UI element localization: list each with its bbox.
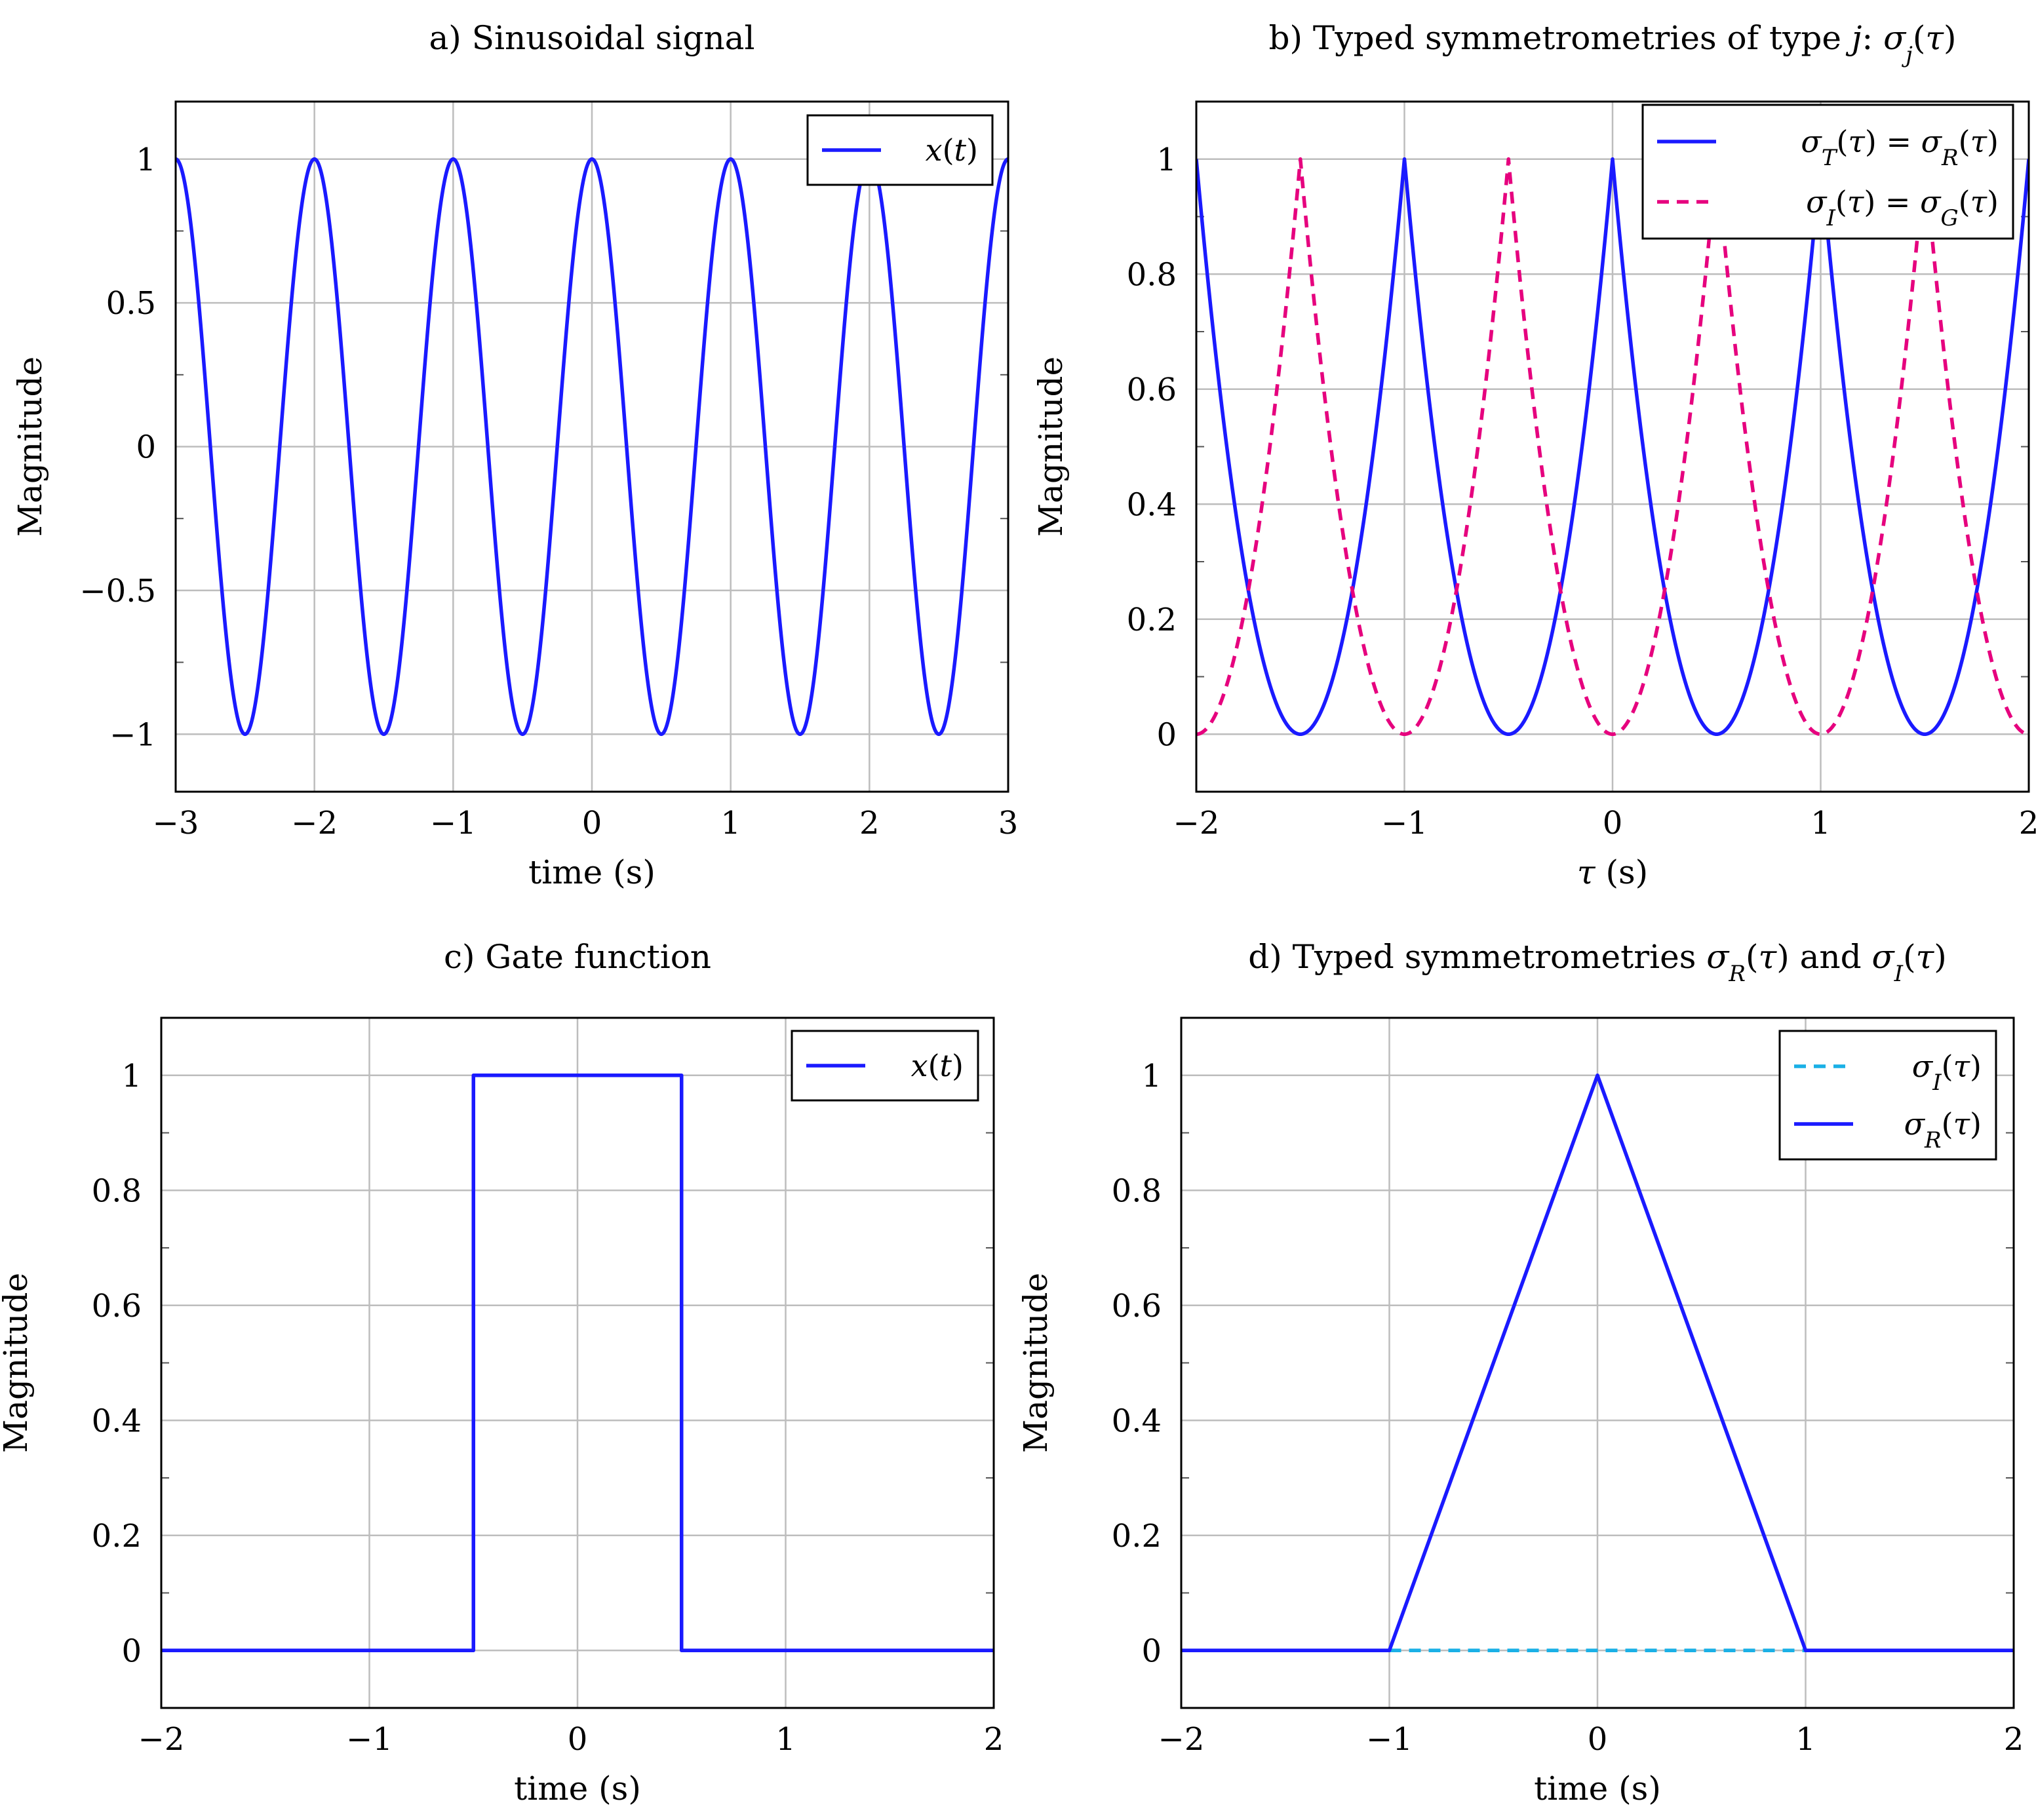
legend-label: σT(τ) = σR(τ)	[1801, 124, 1999, 171]
series-line-2	[1181, 1074, 2014, 1652]
x-tick-label: 2	[859, 805, 880, 842]
x-tick-label: −2	[291, 805, 338, 842]
panel-a: −3 −2 −1 0 1 2 3 −1 −0.5 0 0.5 1 a) Sinusoidal signa…	[11, 19, 1018, 891]
x-tick-label: −2	[1173, 805, 1220, 842]
panel-c: −2 −1 0 1 2 0 0.2 0.4 0.6 0.8 1 c) Gate function tim…	[0, 938, 1004, 1808]
legend-label: x(t)	[926, 132, 978, 168]
legend-box	[1778, 1030, 1997, 1161]
y-tick-label: 0.4	[1112, 1403, 1162, 1439]
x-tick-label: −2	[138, 1721, 185, 1758]
legend: x(t)	[806, 114, 994, 186]
legend-label: σI(τ) = σG(τ)	[1806, 184, 1999, 231]
y-tick-label: 0.2	[1127, 602, 1177, 638]
legend: x(t)	[791, 1030, 979, 1102]
x-axis-label: time (s)	[514, 1770, 641, 1808]
plot-frame	[1180, 1016, 2015, 1709]
x-tick-label: 0	[582, 805, 602, 842]
x-tick-label: 0	[1588, 1721, 1608, 1758]
x-tick-label: 2	[2019, 805, 2036, 842]
y-tick-label: 0.4	[1127, 486, 1177, 523]
y-axis-label: Magnitude	[1032, 357, 1070, 537]
x-tick-label: −1	[346, 1721, 393, 1758]
legend: σI(τ) σR(τ)	[1778, 1030, 1997, 1161]
y-tick-label: 1	[121, 1058, 142, 1094]
series-line-2	[1196, 157, 2029, 736]
y-tick-label: 0.8	[1127, 256, 1177, 293]
x-tick-label: 0	[568, 1721, 588, 1758]
panel-title: c) Gate function	[444, 938, 711, 976]
x-tick-label: −1	[1381, 805, 1428, 842]
legend-label: x(t)	[911, 1048, 964, 1083]
legend-label: σI(τ)	[1912, 1049, 1982, 1096]
legend: σT(τ) = σR(τ) σI(τ) = σG(τ)	[1641, 104, 2014, 240]
panel-title: a) Sinusoidal signal	[429, 19, 755, 57]
y-tick-label: 0	[121, 1633, 142, 1669]
y-axis-label: Magnitude	[1017, 1273, 1055, 1453]
y-tick-label: 0.5	[106, 285, 156, 322]
panel-d: −2 −1 0 1 2 0 0.2 0.4 0.6 0.8 1 d) Typed symmetrome…	[1017, 938, 2024, 1808]
x-tick-label: −2	[1158, 1721, 1205, 1758]
y-tick-label: 0.6	[92, 1288, 142, 1325]
x-axis-label: time (s)	[1534, 1770, 1661, 1808]
x-tick-label: −1	[1366, 1721, 1413, 1758]
panel-b: −2 −1 0 1 2 0 0.2 0.4 0.6 0.8 1 b) Typed symmetrome…	[1032, 19, 2036, 891]
y-tick-label: 0.2	[1112, 1518, 1162, 1555]
y-tick-label: 0.2	[92, 1518, 142, 1555]
plot-frame	[174, 100, 1009, 793]
x-tick-label: −1	[430, 805, 477, 842]
y-tick-label: 0	[1156, 716, 1177, 753]
legend-label: σR(τ)	[1904, 1106, 1982, 1153]
y-axis-label: Magnitude	[11, 357, 49, 537]
x-tick-label: 1	[720, 805, 741, 842]
y-tick-label: 0.8	[1112, 1172, 1162, 1209]
plot-frame	[1195, 100, 2030, 793]
legend-box	[1641, 104, 2014, 240]
x-tick-label: 0	[1603, 805, 1623, 842]
y-tick-label: 1	[1156, 142, 1177, 178]
y-tick-label: 0.6	[1112, 1288, 1162, 1325]
panel-title: d) Typed symmetrometries σR(τ) and σI(τ)	[1248, 938, 1947, 987]
y-tick-label: −1	[109, 716, 156, 753]
y-tick-label: 0.6	[1127, 372, 1177, 408]
x-tick-label: 1	[1811, 805, 1831, 842]
panel-title: b) Typed symmetrometries of type j: σj(τ…	[1268, 19, 1956, 68]
x-tick-label: −3	[153, 805, 199, 842]
plot-frame	[160, 1016, 995, 1709]
y-tick-label: 1	[1141, 1058, 1162, 1094]
x-tick-label: 2	[2004, 1721, 2024, 1758]
y-axis-label: Magnitude	[0, 1273, 35, 1453]
y-tick-label: −0.5	[79, 573, 156, 610]
x-tick-label: 1	[775, 1721, 796, 1758]
y-tick-label: 1	[136, 142, 156, 178]
y-tick-label: 0.4	[92, 1403, 142, 1439]
x-tick-label: 2	[984, 1721, 1004, 1758]
x-axis-label: time (s)	[528, 853, 656, 891]
x-tick-label: 1	[1795, 1721, 1816, 1758]
y-tick-label: 0	[136, 429, 156, 466]
x-tick-label: 3	[998, 805, 1019, 842]
x-axis-label: τ (s)	[1577, 853, 1648, 891]
series-line-1	[161, 1074, 994, 1652]
series-line-1	[1196, 157, 2029, 736]
y-tick-label: 0	[1141, 1633, 1162, 1669]
y-tick-label: 0.8	[92, 1172, 142, 1209]
